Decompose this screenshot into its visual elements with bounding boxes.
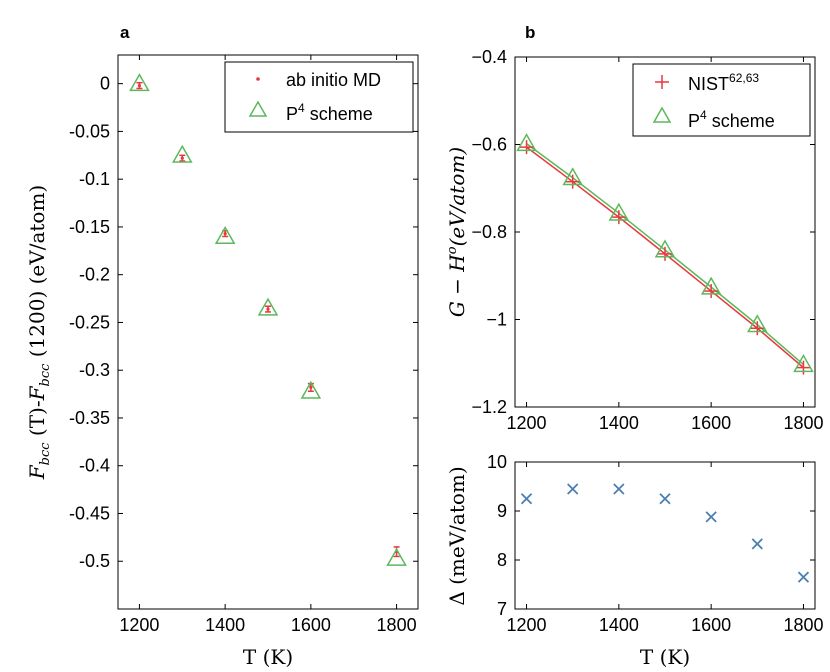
ab-initio-point — [266, 307, 270, 311]
p4-point-b — [747, 314, 768, 333]
x-tick-label: 1200 — [507, 413, 547, 433]
legend-p4-marker-b — [652, 106, 672, 123]
y-tick-label: 9 — [497, 501, 507, 521]
p4-point-a — [171, 144, 193, 163]
panel-a-chart: 0 -0.05 -0.1 -0.15 -0.2 -0.25 -0.3 -0.35 -0.4 -0.… — [25, 54, 419, 669]
p4-point-b — [516, 133, 537, 152]
y-tick-label: −0.4 — [471, 47, 507, 67]
ab-initio-point — [223, 232, 227, 236]
p4-point-b — [608, 202, 630, 221]
panel-a-frame — [117, 54, 419, 610]
y-tick-label: -0.3 — [79, 360, 110, 380]
y-tick-label: −0.6 — [471, 135, 507, 155]
delta-point — [751, 538, 763, 550]
y-tick-label: -0.05 — [69, 121, 110, 141]
p4-point-a — [257, 297, 279, 316]
x-tick-label: 1600 — [691, 413, 731, 433]
p4-point-a — [300, 380, 322, 399]
legend-nist-label: NIST62,63 — [688, 71, 759, 94]
x-tick-label: 1200 — [507, 615, 547, 635]
y-tick-label: 8 — [497, 550, 507, 570]
panel-b-ylabel: G − Ho(eV/atom) — [445, 147, 469, 317]
delta-point — [520, 493, 533, 505]
panel-c-xlabel: T (K) — [640, 645, 690, 669]
panel-a-ylabel: Fbcc (T)-Fbcc (1200) (eV/atom) — [25, 185, 53, 480]
panel-b-chart: −0.4 −0.6 −0.8 −1 −1.2 1200 1400 1600 1800 NIST… — [445, 47, 823, 433]
x-tick-label: 1600 — [291, 615, 331, 635]
delta-point — [797, 571, 810, 583]
y-tick-label: -0.45 — [69, 503, 110, 523]
legend-p4-label-a: P4 scheme — [286, 101, 373, 124]
p4-point-b — [793, 354, 814, 373]
panel-c-ylabel: Δ (meV/atom) — [445, 466, 469, 605]
panel-a-legend-box — [224, 61, 414, 133]
x-tick-label: 1200 — [119, 615, 159, 635]
y-tick-label: 10 — [487, 452, 507, 472]
p4-point-a — [129, 73, 150, 92]
y-tick-label: -0.2 — [79, 265, 110, 285]
p4-point-a — [386, 547, 407, 566]
p4-point-b — [654, 239, 676, 258]
x-tick-label: 1400 — [599, 615, 639, 635]
panel-c-chart: 7 8 9 10 1200 1400 1600 1800 T (K) Δ (meV/atom… — [445, 452, 823, 669]
panel-c-frame — [514, 461, 816, 610]
legend-p4-label-b: P4 scheme — [688, 108, 775, 131]
ab-initio-point — [180, 156, 184, 160]
y-tick-label: -0.35 — [69, 408, 110, 428]
y-tick-label: −1 — [486, 310, 507, 330]
panel-b-legend: NIST62,63 P4 scheme — [632, 63, 811, 137]
legend-p4-marker-a — [248, 100, 268, 117]
x-tick-label: 1800 — [377, 615, 417, 635]
y-tick-label: 7 — [497, 599, 507, 619]
legend-ab-initio-marker — [256, 77, 260, 81]
x-tick-label: 1800 — [783, 413, 823, 433]
y-tick-label: -0.1 — [79, 169, 110, 189]
panel-label-a: a — [120, 23, 130, 42]
x-tick-label: 1400 — [205, 615, 245, 635]
p4-point-b — [562, 167, 583, 186]
x-tick-label: 1800 — [783, 615, 823, 635]
delta-point — [567, 483, 579, 495]
ab-initio-point — [137, 83, 142, 88]
y-tick-label: −1.2 — [471, 397, 507, 417]
legend-ab-initio-label: ab initio MD — [286, 70, 381, 90]
x-tick-label: 1600 — [691, 615, 731, 635]
p4-point-a — [214, 225, 236, 244]
panel-a-xlabel: T (K) — [243, 645, 293, 669]
panel-a-legend: ab initio MD P4 scheme — [224, 61, 414, 133]
ab-initio-point — [309, 385, 313, 389]
delta-point — [659, 493, 671, 505]
y-tick-label: −0.8 — [471, 222, 507, 242]
x-tick-label: 1400 — [599, 413, 639, 433]
p4-point-b — [700, 276, 722, 295]
y-tick-label: -0.15 — [69, 217, 110, 237]
delta-point — [613, 483, 625, 495]
y-tick-label: -0.5 — [79, 551, 110, 571]
delta-point — [705, 511, 717, 523]
y-tick-label: 0 — [100, 74, 110, 94]
y-tick-label: -0.25 — [69, 312, 110, 332]
panel-label-b: b — [525, 23, 535, 42]
y-tick-label: -0.4 — [79, 456, 110, 476]
